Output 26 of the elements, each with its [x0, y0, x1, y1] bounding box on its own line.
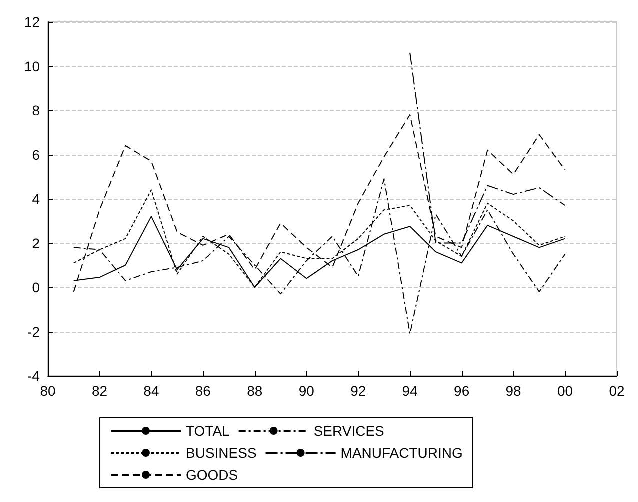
x-tick-label: 82	[92, 383, 108, 399]
x-tick-label: 92	[350, 383, 366, 399]
x-tick-label: 02	[609, 383, 625, 399]
y-tick-label: 6	[32, 146, 40, 163]
legend-label: TOTAL	[186, 423, 230, 439]
x-tick-label: 80	[40, 383, 56, 399]
x-tick-label: 84	[144, 383, 160, 399]
x-tick-label: 94	[402, 383, 418, 399]
legend-label: MANUFACTURING	[340, 445, 463, 461]
x-tick-label: 98	[506, 383, 522, 399]
y-tick-label: -2	[28, 324, 40, 340]
y-tick-label: 0	[32, 280, 40, 296]
x-tick-label: 96	[454, 383, 470, 399]
legend-label: GOODS	[186, 467, 238, 483]
x-tick-label: 00	[557, 383, 574, 399]
x-tick-label: 86	[195, 383, 212, 399]
y-tick-label: 2	[32, 235, 40, 252]
y-tick-label: -4	[28, 368, 40, 384]
x-tick-label: 90	[298, 383, 315, 399]
x-tick-label: 88	[247, 383, 263, 399]
y-tick-label: 4	[32, 191, 40, 207]
y-tick-label: 12	[24, 14, 40, 30]
legend-label: BUSINESS	[186, 445, 257, 461]
y-tick-label: 10	[24, 58, 40, 74]
y-tick-label: 8	[32, 102, 40, 118]
legend-label: SERVICES	[314, 423, 384, 439]
